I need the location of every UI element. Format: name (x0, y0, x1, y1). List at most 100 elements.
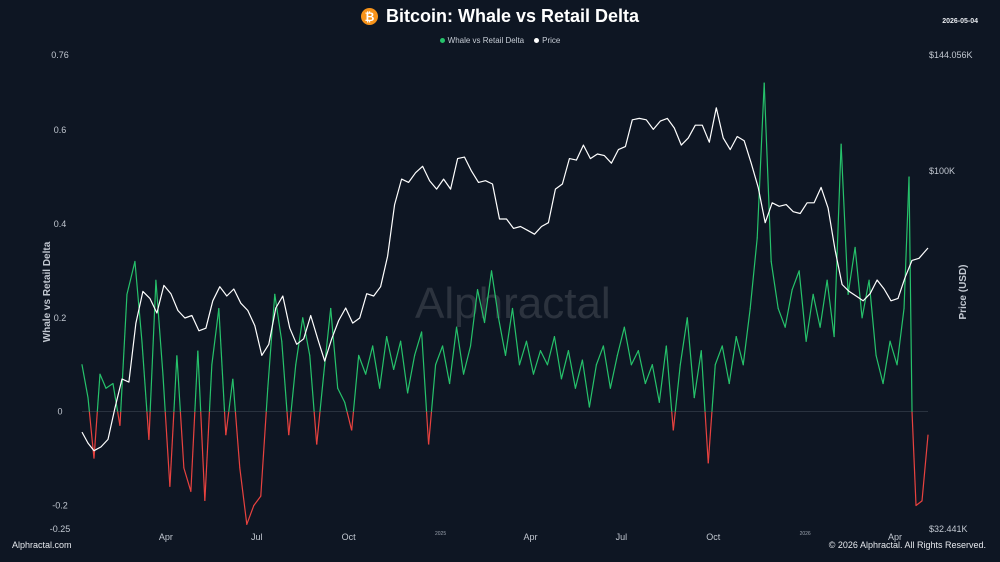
delta-segment (427, 411, 433, 445)
delta-segment (265, 388, 269, 412)
x-tick-label: Jul (616, 532, 628, 542)
delta-segment (211, 307, 220, 366)
delta-segment (93, 411, 98, 459)
delta-segment (274, 293, 283, 342)
x-tick-label: Jul (251, 532, 263, 542)
legend-swatch-delta (439, 38, 445, 43)
delta-segment (309, 355, 315, 412)
delta-segment (623, 326, 632, 366)
delta-segment (700, 350, 706, 412)
delta-segment (651, 364, 660, 403)
y-tick-label: 0.76 (51, 50, 69, 60)
delta-segment (393, 340, 402, 371)
delta-segment (476, 289, 486, 324)
delta-segment (903, 176, 910, 310)
x-tick-label: Apr (159, 532, 173, 542)
delta-segment (176, 355, 181, 412)
report-date: 2026-05-04 (942, 18, 978, 25)
delta-segment (365, 345, 374, 375)
delta-segment (400, 340, 409, 394)
delta-segment (430, 364, 437, 412)
delta-segment (889, 340, 898, 366)
delta-segment (112, 383, 119, 412)
delta-segment (539, 350, 549, 366)
bitcoin-icon: ₿ (360, 8, 378, 25)
delta-segment (896, 307, 905, 366)
delta-segment (532, 350, 542, 375)
axes: 0.76 0.6 0.4 0.2 0 -0.2 -0.25 $144.056K $100K $32… (50, 50, 973, 542)
delta-segment (267, 293, 276, 389)
delta-segment (352, 355, 360, 412)
chart-title-text: Bitcoin: Whale vs Retail Delta (385, 6, 640, 26)
delta-segment (120, 294, 128, 412)
delta-segment (286, 411, 290, 436)
delta-segment (169, 411, 175, 487)
watermark: Alphractal (415, 279, 611, 328)
delta-segment (197, 350, 202, 412)
delta-segment (281, 341, 288, 412)
delta-segment (337, 387, 346, 403)
delta-segment (194, 350, 199, 412)
delta-segment (155, 279, 164, 375)
delta-segment (313, 411, 318, 445)
delta-segment (908, 176, 913, 413)
delta-segment (616, 326, 625, 356)
delta-segment (915, 500, 923, 507)
x-tick-label: 2025 (435, 531, 446, 537)
delta-segment (179, 411, 185, 469)
delta-segment (805, 293, 814, 342)
delta-segment (833, 143, 842, 338)
delta-segment (225, 411, 230, 436)
delta-segment (840, 143, 849, 295)
delta-segment (372, 345, 381, 389)
delta-segment (105, 382, 114, 389)
delta-segment (679, 317, 688, 366)
delta-segment (223, 411, 227, 436)
delta-segment (295, 317, 304, 366)
x-tick-label: Apr (523, 532, 537, 542)
delta-segment (302, 317, 311, 356)
delta-segment (232, 378, 236, 412)
delta-segment (581, 359, 591, 408)
legend-item-price[interactable]: Price (534, 36, 560, 45)
delta-segment (875, 354, 884, 385)
delta-segment (518, 340, 528, 366)
delta-segment (208, 364, 213, 412)
delta-segment (567, 350, 577, 389)
footer-brand: Alphractal.com (12, 540, 72, 550)
delta-segment (721, 345, 730, 385)
x-tick-label: Oct (342, 532, 357, 542)
delta-segment (658, 345, 667, 403)
delta-segment (711, 364, 716, 412)
delta-segment (200, 411, 206, 501)
legend-item-delta[interactable]: Whale vs Retail Delta (439, 36, 524, 45)
y-tick-label: 0 (57, 407, 62, 417)
delta-segment (497, 317, 507, 356)
delta-segment (134, 260, 143, 342)
delta-segment (704, 411, 709, 464)
delta-segment (882, 340, 891, 385)
delta-segment (448, 326, 458, 385)
price-line (81, 107, 929, 452)
delta-segment (455, 326, 465, 375)
delta-segment (96, 374, 101, 412)
delta-segment (630, 350, 639, 366)
delta-segment (574, 359, 584, 389)
y2-axis-label: Price (USD) (958, 264, 969, 319)
delta-segment (414, 331, 423, 356)
y-axis-label: Whale vs Retail Delta (42, 241, 53, 342)
y-tick-label: -0.2 (52, 501, 68, 511)
delta-segment (847, 246, 856, 295)
delta-segment (546, 335, 556, 366)
delta-segment (921, 434, 929, 502)
x-tick-label: 2026 (800, 531, 811, 537)
delta-segment (812, 293, 821, 328)
delta-segment (346, 411, 353, 431)
delta-segment (588, 364, 597, 408)
delta-segment (344, 402, 348, 412)
delta-segment (511, 307, 521, 366)
delta-segment (483, 270, 493, 324)
delta-segment (148, 411, 151, 440)
delta-segment (553, 335, 563, 380)
